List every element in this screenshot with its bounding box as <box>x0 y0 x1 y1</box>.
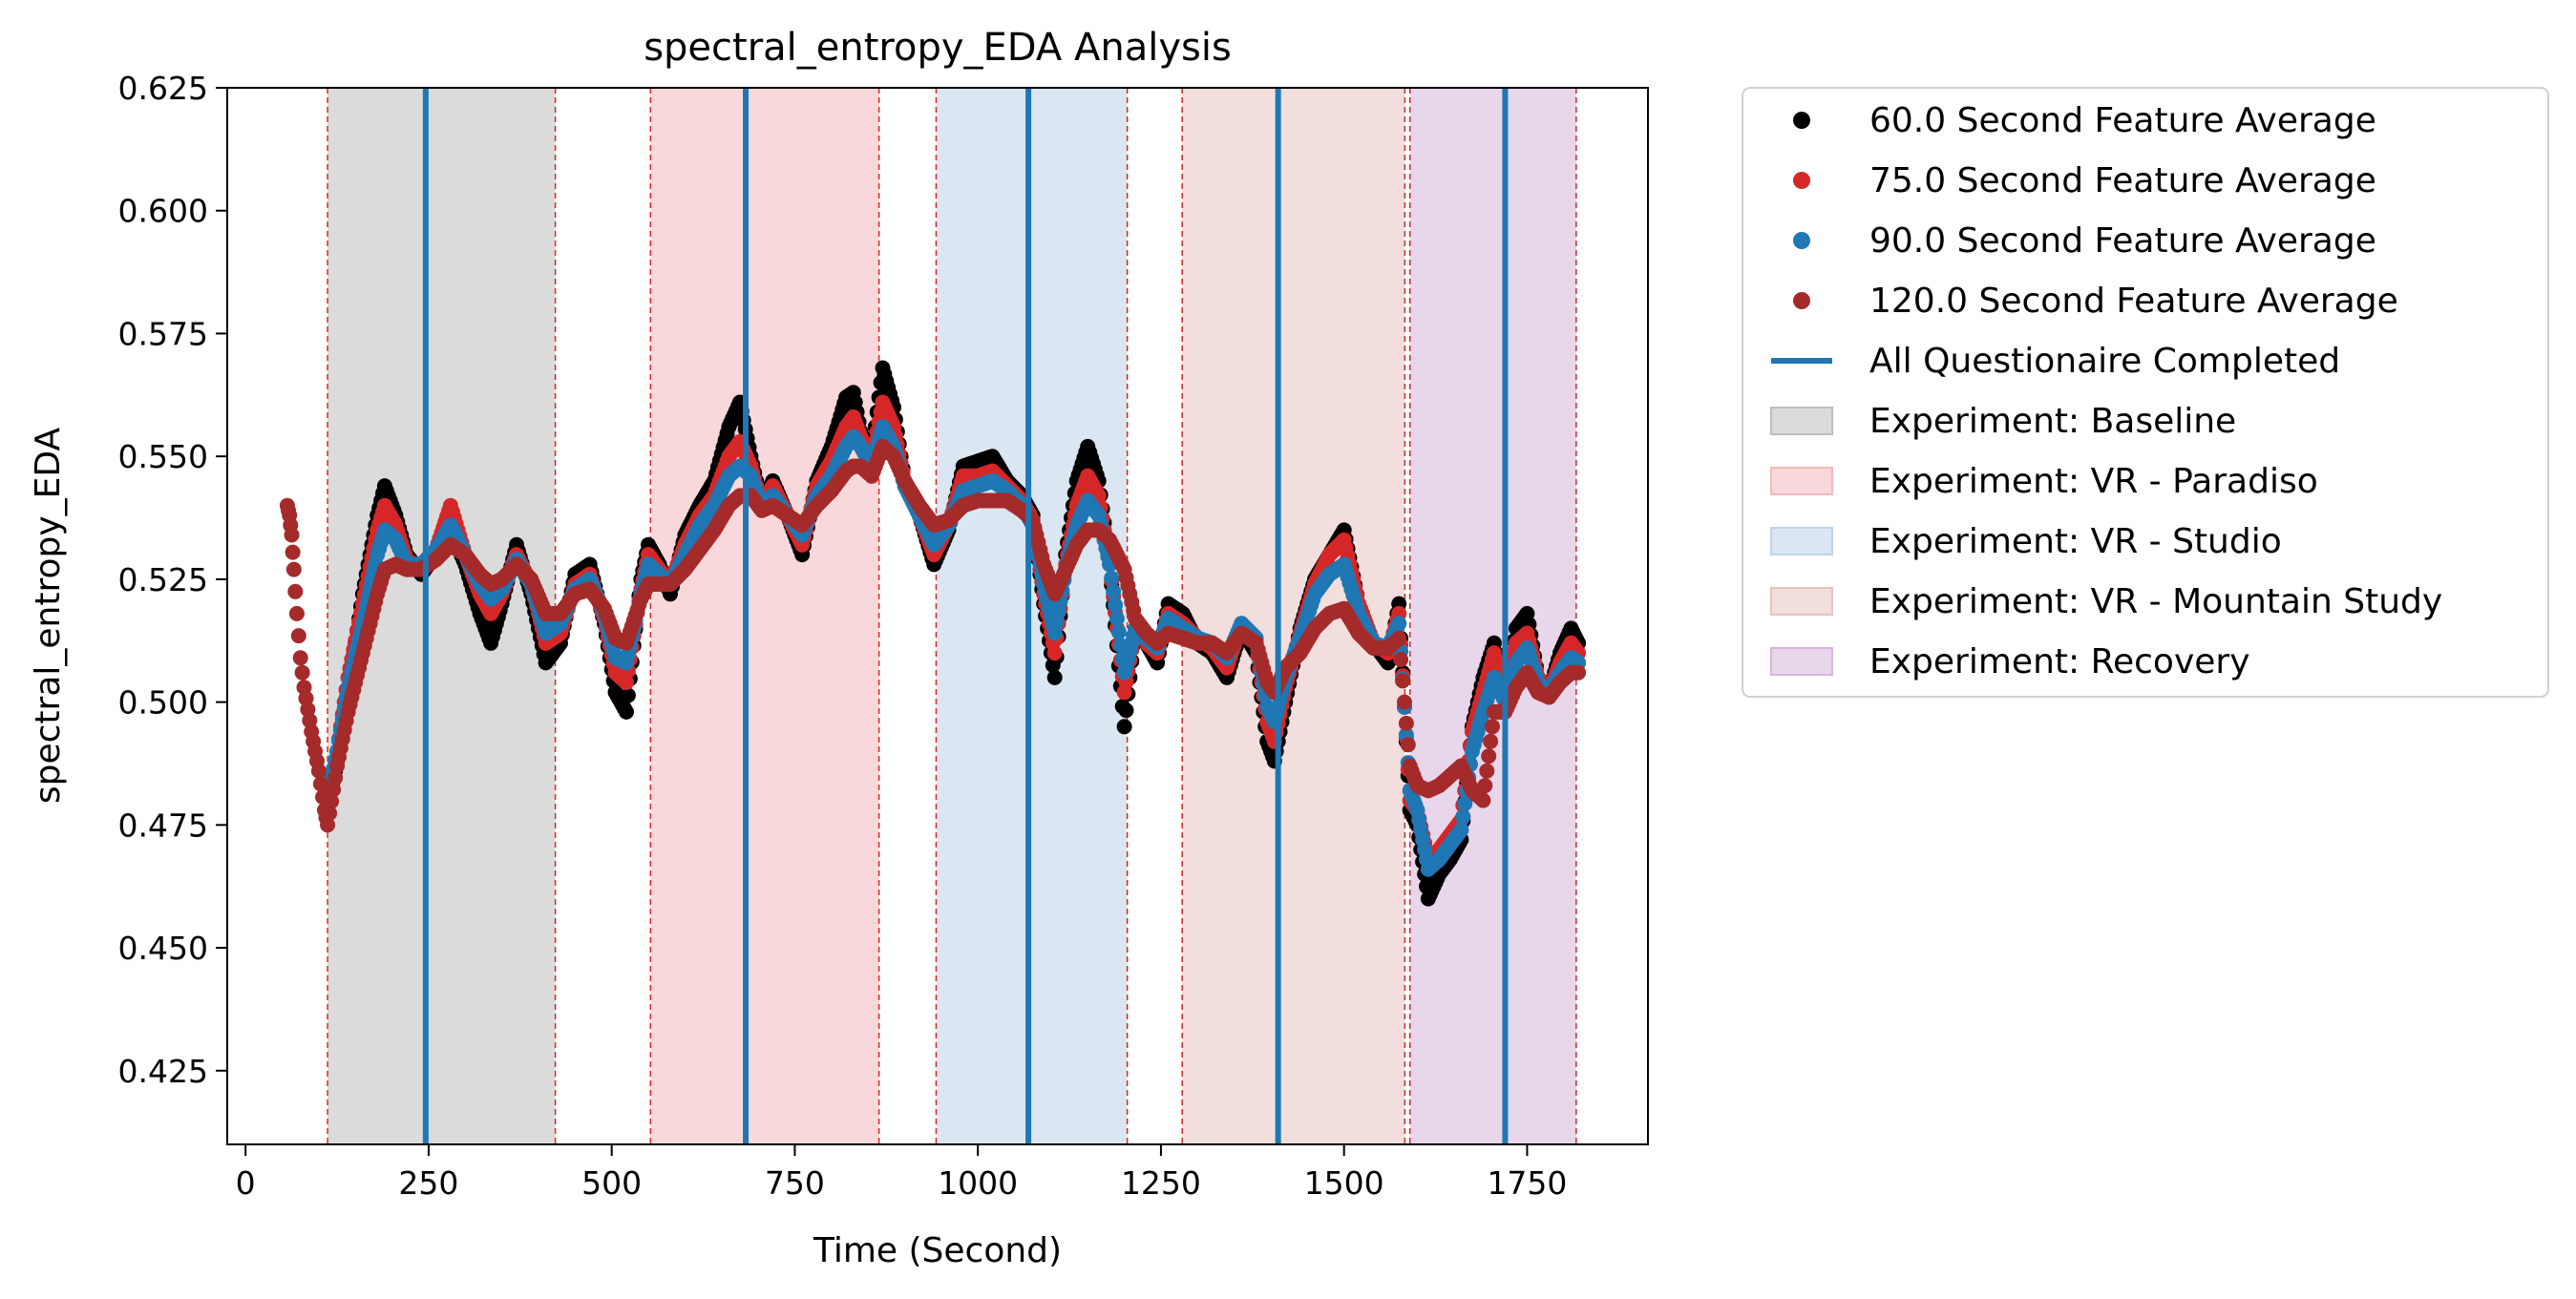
legend-patch <box>1770 647 1833 676</box>
data-point <box>1400 737 1416 753</box>
legend-label: Experiment: VR - Mountain Study <box>1869 582 2442 621</box>
legend-label: Experiment: Recovery <box>1869 642 2250 681</box>
y-tick-label: 0.500 <box>118 684 208 722</box>
data-points <box>279 360 1587 907</box>
chart-title: spectral_entropy_EDA Analysis <box>644 26 1232 70</box>
data-point <box>1479 763 1495 779</box>
legend: 60.0 Second Feature Average 75.0 Second F… <box>1742 87 2549 698</box>
data-point <box>1393 652 1409 667</box>
data-point <box>1395 673 1411 689</box>
y-tick-label: 0.475 <box>118 807 208 844</box>
x-tick-label: 1000 <box>938 1164 1018 1202</box>
y-tick-label: 0.575 <box>118 315 208 352</box>
x-tick-label: 500 <box>581 1164 642 1202</box>
y-tick-label: 0.550 <box>118 438 208 475</box>
data-point <box>320 817 336 833</box>
data-point <box>1571 664 1587 681</box>
legend-marker <box>1793 112 1810 129</box>
legend-label: Experiment: VR - Paradiso <box>1869 462 2318 501</box>
data-point <box>1485 719 1500 735</box>
y-tick-label: 0.425 <box>118 1053 208 1090</box>
x-axis-label: Time (Second) <box>813 1231 1062 1270</box>
data-point <box>1457 796 1473 811</box>
data-point <box>1477 778 1493 794</box>
y-tick-label: 0.525 <box>118 561 208 598</box>
legend-marker <box>1793 172 1810 189</box>
x-tick-label: 1500 <box>1304 1164 1384 1202</box>
data-point <box>310 763 327 779</box>
axes-frame <box>226 87 1649 1145</box>
data-point <box>1046 669 1063 685</box>
legend-label: 75.0 Second Feature Average <box>1869 161 2376 200</box>
data-point <box>288 605 305 621</box>
questionnaire-lines <box>422 88 1509 1144</box>
x-axis-ticks: 0 250 500 750 1000 1250 1500 1750 <box>236 1144 1567 1202</box>
data-point <box>619 675 634 690</box>
x-tick-label: 1750 <box>1487 1164 1567 1202</box>
phase-bands <box>327 88 1576 1144</box>
data-point <box>327 769 344 786</box>
data-point <box>285 544 301 560</box>
data-point <box>1397 694 1412 710</box>
data-point <box>1391 630 1407 646</box>
data-point <box>1109 611 1125 627</box>
data-point <box>285 561 302 577</box>
legend-label: 60.0 Second Feature Average <box>1869 101 2376 140</box>
legend-label: All Questionaire Completed <box>1869 342 2340 381</box>
legend-label: 90.0 Second Feature Average <box>1869 221 2376 261</box>
y-tick-label: 0.600 <box>118 193 208 230</box>
data-point <box>1481 748 1497 765</box>
data-point <box>1483 733 1499 749</box>
data-point <box>1046 645 1063 661</box>
data-point <box>1391 616 1407 632</box>
data-point <box>1106 583 1122 599</box>
data-point <box>1453 822 1469 838</box>
data-point <box>1118 702 1134 719</box>
data-point <box>290 628 306 644</box>
phase-band <box>936 88 1128 1144</box>
data-point <box>1104 570 1120 586</box>
legend-label: Experiment: VR - Studio <box>1869 522 2282 561</box>
data-point <box>284 527 300 543</box>
phase-band <box>1182 88 1405 1144</box>
data-point <box>322 806 338 821</box>
data-point <box>294 664 310 681</box>
data-point <box>287 583 304 599</box>
data-point <box>1116 719 1132 735</box>
legend-patch <box>1770 587 1833 616</box>
data-point <box>619 703 634 720</box>
legend-patch <box>1770 527 1833 555</box>
phase-band <box>650 88 879 1144</box>
data-point <box>312 776 328 792</box>
y-axis-ticks: 0.425 0.450 0.475 0.500 0.525 0.550 0.575 0.600… <box>118 70 227 1090</box>
legend-marker <box>1793 232 1810 249</box>
x-tick-label: 0 <box>236 1164 256 1202</box>
legend-patch <box>1770 467 1833 495</box>
y-tick-label: 0.625 <box>118 70 208 107</box>
data-point <box>620 687 636 703</box>
data-point <box>1398 715 1414 731</box>
legend-label: Experiment: Baseline <box>1869 402 2236 441</box>
legend-patch <box>1770 407 1833 435</box>
data-point <box>324 793 340 809</box>
data-point <box>326 782 342 798</box>
data-point <box>292 650 308 666</box>
x-tick-label: 250 <box>398 1164 458 1202</box>
phase-band <box>1409 88 1576 1144</box>
y-axis-label: spectral_entropy_EDA <box>29 428 68 805</box>
x-tick-label: 750 <box>765 1164 825 1202</box>
legend-frame <box>1742 87 2549 698</box>
data-point <box>1110 624 1127 640</box>
x-tick-label: 1250 <box>1121 1164 1201 1202</box>
data-point <box>1108 597 1123 613</box>
legend-marker <box>1793 292 1810 309</box>
data-point <box>1475 792 1491 808</box>
y-tick-label: 0.450 <box>118 930 208 967</box>
legend-label: 120.0 Second Feature Average <box>1869 282 2398 321</box>
data-point <box>1455 808 1471 825</box>
